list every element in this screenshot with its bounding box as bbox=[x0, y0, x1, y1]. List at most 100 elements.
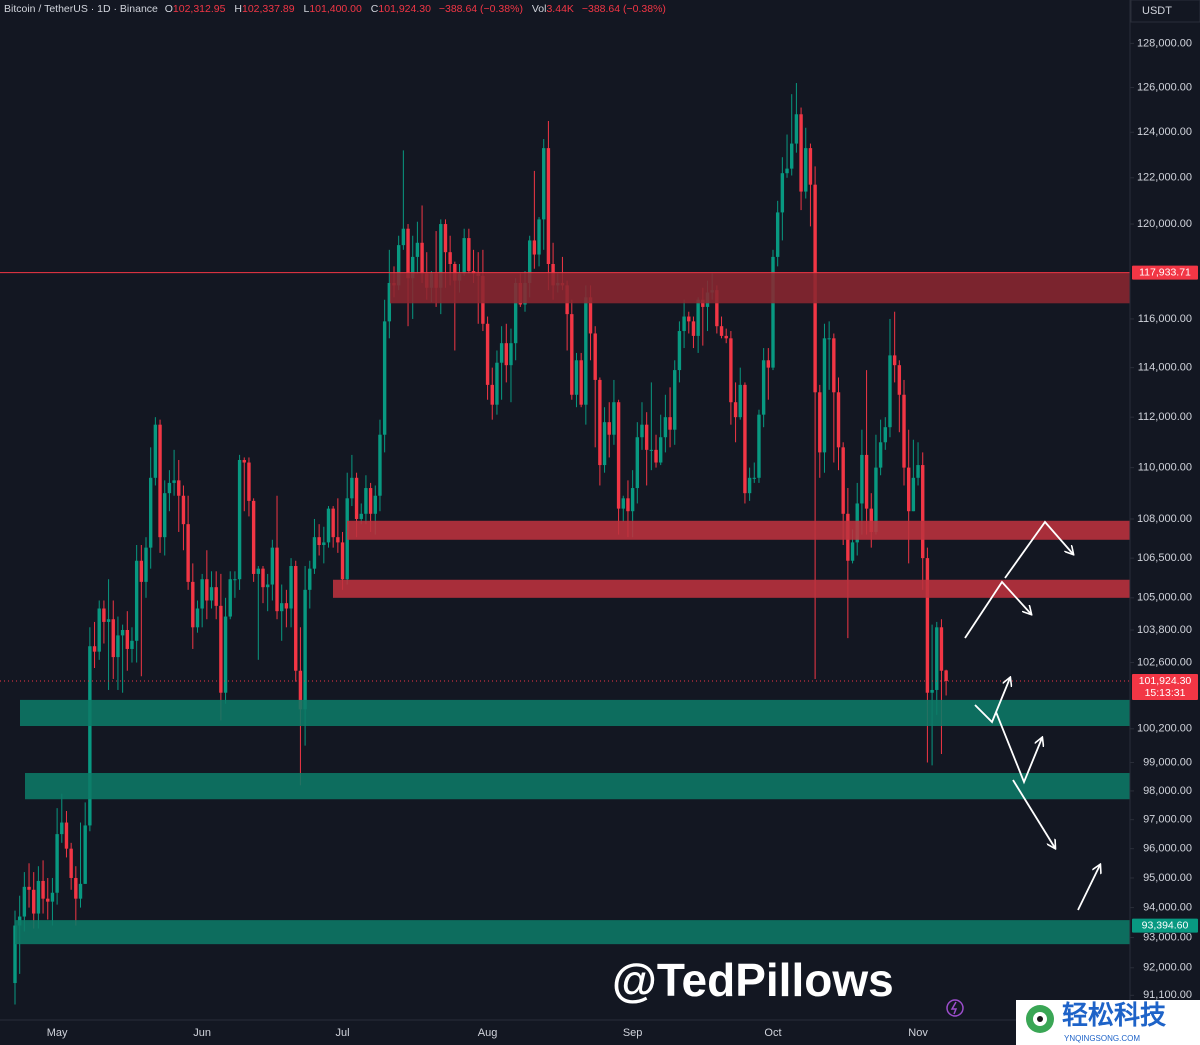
candle-body bbox=[303, 589, 307, 710]
candle-body bbox=[97, 608, 101, 652]
candle-body bbox=[275, 547, 279, 612]
y-tick-label: 91,100.00 bbox=[1143, 989, 1192, 1001]
candle-body bbox=[593, 333, 597, 380]
candle-body bbox=[125, 629, 129, 649]
candle-body bbox=[738, 384, 742, 418]
candle-body bbox=[673, 370, 677, 430]
symbol[interactable]: Bitcoin / TetherUS · 1D · Binance bbox=[4, 3, 158, 15]
candle-body bbox=[265, 584, 270, 588]
candle-body bbox=[761, 360, 766, 415]
candle-body bbox=[752, 477, 756, 479]
candle-body bbox=[326, 508, 331, 543]
candle-body bbox=[195, 608, 200, 628]
candle-body bbox=[663, 417, 668, 438]
candle-body bbox=[916, 465, 920, 478]
price-label-box bbox=[1132, 918, 1198, 933]
candle-body bbox=[864, 454, 869, 509]
candle-body bbox=[790, 143, 794, 169]
logo-icon-dot bbox=[1037, 1016, 1043, 1022]
candle-body bbox=[546, 148, 551, 264]
candle-body bbox=[92, 646, 97, 652]
candle-body bbox=[354, 477, 359, 519]
candle-body bbox=[513, 282, 518, 344]
candle-body bbox=[832, 338, 836, 393]
candle-body bbox=[261, 568, 265, 588]
candle-body bbox=[649, 449, 654, 451]
candle-body bbox=[939, 627, 944, 671]
candle-body bbox=[584, 297, 588, 405]
annotation-arrows bbox=[964, 520, 1100, 911]
candle-body bbox=[312, 537, 317, 569]
price-label-box bbox=[1132, 265, 1198, 280]
zone bbox=[15, 920, 1130, 945]
candle-body bbox=[892, 355, 897, 366]
candle-body bbox=[228, 579, 232, 617]
currency[interactable]: USDT bbox=[1142, 5, 1172, 17]
candle-body bbox=[771, 256, 775, 368]
zone bbox=[20, 699, 1130, 727]
candle-body bbox=[878, 442, 883, 468]
candle-body bbox=[804, 148, 808, 192]
candle-body bbox=[331, 508, 335, 538]
candle-body bbox=[485, 323, 490, 385]
arrow bbox=[995, 711, 1042, 785]
x-tick-label: Aug bbox=[478, 1027, 498, 1039]
candle-body bbox=[621, 498, 625, 509]
candle-body bbox=[490, 384, 494, 405]
candle-body bbox=[191, 581, 195, 628]
candle-body bbox=[874, 467, 878, 532]
y-tick-label: 93,000.00 bbox=[1143, 931, 1192, 943]
candle-body bbox=[757, 414, 761, 478]
candle-body bbox=[181, 495, 186, 525]
candle-body bbox=[574, 360, 579, 395]
candle-body bbox=[602, 422, 607, 466]
currency-box[interactable] bbox=[1130, 0, 1200, 23]
y-tick-label: 116,000.00 bbox=[1138, 313, 1192, 325]
flash-bolt bbox=[950, 1001, 958, 1015]
candle-body bbox=[350, 477, 354, 499]
candle-body bbox=[836, 392, 841, 448]
price-label: 117,933.71 bbox=[1139, 266, 1191, 278]
candle-body bbox=[336, 537, 340, 543]
y-tick-label: 110,000.00 bbox=[1138, 462, 1192, 474]
candle-body bbox=[799, 114, 803, 192]
y-tick-label: 128,000.00 bbox=[1137, 37, 1192, 49]
candle-body bbox=[439, 224, 443, 288]
candle-body bbox=[130, 640, 134, 649]
y-tick-label: 106,500.00 bbox=[1137, 552, 1192, 564]
y-tick-label: 97,000.00 bbox=[1143, 814, 1192, 826]
candle-body bbox=[158, 424, 162, 538]
candle-body bbox=[542, 148, 546, 220]
candle-body bbox=[888, 355, 892, 428]
candle-body bbox=[294, 566, 298, 671]
candle-body bbox=[382, 321, 387, 435]
y-tick-label: 103,800.00 bbox=[1137, 624, 1192, 636]
candle-body bbox=[640, 424, 644, 438]
open-value: 102,312.95 bbox=[172, 3, 226, 15]
y-tick-label: 96,000.00 bbox=[1143, 843, 1192, 855]
candle-body bbox=[13, 925, 17, 984]
candle-body bbox=[668, 417, 672, 430]
candle-body bbox=[715, 290, 719, 327]
candle-body bbox=[134, 560, 139, 641]
candle-body bbox=[743, 384, 747, 494]
arrow bbox=[974, 678, 1010, 724]
candle-body bbox=[46, 898, 50, 902]
y-tick-label: 108,000.00 bbox=[1137, 513, 1192, 525]
candle-body bbox=[284, 603, 289, 609]
logo-name: 轻松科技 bbox=[1062, 1000, 1166, 1030]
candle-body bbox=[869, 508, 873, 532]
candle-body bbox=[925, 558, 930, 693]
y-tick-label: 94,000.00 bbox=[1143, 902, 1192, 914]
candle-body bbox=[247, 462, 251, 501]
candle-body bbox=[691, 321, 696, 336]
candle-body bbox=[499, 343, 504, 363]
candle-body bbox=[921, 465, 925, 559]
candle-body bbox=[359, 513, 363, 519]
candle-body bbox=[289, 566, 293, 609]
candle-body bbox=[177, 480, 181, 496]
symbol-header: Bitcoin / TetherUS · 1D · Binance O102,3… bbox=[4, 3, 671, 15]
zone bbox=[25, 773, 1130, 800]
candle-body bbox=[78, 883, 83, 899]
